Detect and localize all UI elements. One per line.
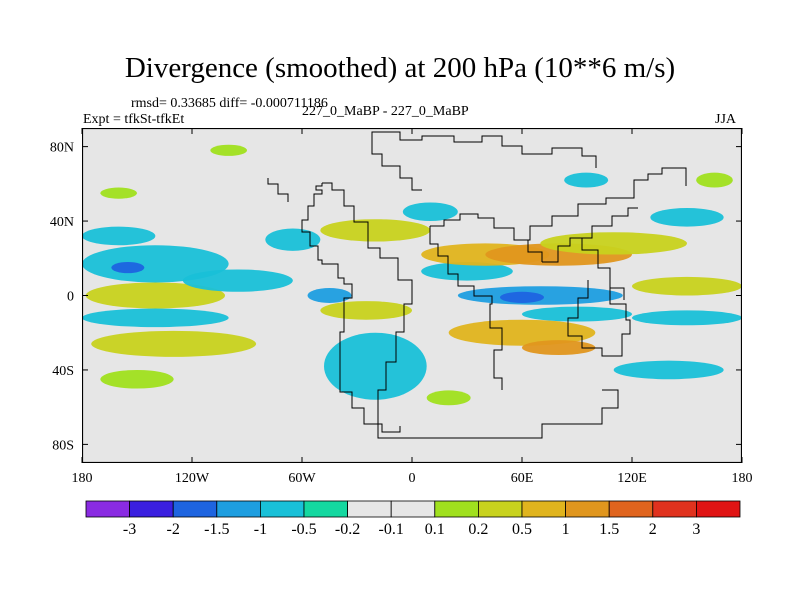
coastline-11	[567, 280, 623, 357]
region-north-pacific-cyan-40n	[650, 208, 724, 227]
colorbar-box	[434, 500, 479, 518]
colorbar-box	[216, 500, 261, 518]
colorbar-box	[652, 500, 697, 518]
chart-title: Divergence (smoothed) at 200 hPa (10**6 …	[124, 52, 676, 84]
colorbar-label: -3	[123, 521, 136, 538]
experiment-label: Expt = tfkSt-tfkEt	[83, 112, 185, 127]
colorbar-label: 0.5	[512, 521, 532, 538]
region-south-pacific-cyan-band	[82, 245, 229, 283]
region-pacific-green-45s	[100, 369, 174, 389]
y-tick-label: 40N	[50, 215, 74, 230]
colorbar-label: -1.5	[204, 521, 229, 538]
colorbar-label: 1.5	[599, 521, 619, 538]
coastline-4	[429, 226, 503, 390]
coastline-8	[582, 207, 638, 239]
region-west-pacific-yellow-5n	[632, 276, 742, 296]
map-svg	[81, 127, 743, 464]
region-pacific-cyan-40n	[82, 226, 156, 246]
coastline-1	[322, 182, 413, 418]
x-tick-label: 180	[732, 471, 753, 486]
region-atlantic-blue-0	[307, 288, 352, 303]
colorbar-label: 0.2	[468, 521, 488, 538]
coastline-2	[371, 140, 422, 191]
colorbar-box	[390, 500, 436, 518]
region-pacific-cyan-band-15s	[82, 308, 229, 328]
region-central-pacific-cyan	[182, 269, 293, 292]
coastline-10	[371, 131, 597, 168]
colorbar-box	[259, 500, 305, 518]
region-west-pacific-cyan-10s	[632, 310, 742, 326]
colorbar-label: 2	[649, 521, 657, 538]
y-tick-label: 0	[67, 290, 74, 305]
region-asia-yellow-30n	[540, 232, 687, 255]
colorbar-box	[521, 500, 566, 518]
coastline-13	[377, 389, 619, 439]
region-atlantic-cyan-large	[324, 332, 427, 400]
colorbar-box	[303, 500, 348, 518]
x-tick-label: 0	[409, 471, 416, 486]
comparison-label: 227_0_MaBP - 227_0_MaBP	[302, 104, 469, 119]
season-label: JJA	[715, 112, 737, 127]
coastline-3	[267, 178, 289, 202]
stats-text: rmsd= 0.33685 diff= -0.000711186	[131, 96, 328, 111]
region-america-cyan-30n	[265, 228, 321, 251]
colorbar-label: -0.2	[335, 521, 360, 538]
region-arctic-green-55n	[100, 187, 137, 199]
region-arctic-green-78n	[210, 144, 248, 156]
y-tick-label: 40S	[52, 364, 74, 379]
colorbar-label: 3	[692, 521, 700, 538]
region-north-pacific-green-60n	[696, 172, 733, 188]
region-australia-cyan-40s	[613, 360, 724, 380]
colorbar-box	[172, 500, 218, 518]
region-east-asia-cyan-60n	[564, 172, 609, 188]
x-tick-label: 120W	[175, 471, 210, 486]
region-europe-cyan-45n	[402, 202, 458, 222]
colorbar-box	[696, 500, 741, 518]
colorbar-box	[477, 500, 523, 518]
divergence-regions	[82, 144, 742, 406]
colorbar-box	[608, 500, 654, 518]
region-pacific-blue-core	[111, 262, 145, 274]
region-indian-cyan-10s	[522, 306, 632, 322]
colorbar-box	[565, 500, 610, 518]
y-tick-label: 80S	[52, 438, 74, 453]
colorbar-label: 0.1	[425, 521, 445, 538]
x-tick-label: 120E	[617, 471, 647, 486]
coastline-12	[609, 288, 631, 348]
x-tick-label: 60W	[288, 471, 316, 486]
x-tick-label: 180	[72, 471, 93, 486]
coastlines	[267, 131, 687, 439]
region-atlantic-yellow-5s	[320, 301, 412, 320]
region-indian-yellow-15s	[448, 319, 596, 346]
region-pacific-yellow-band-0	[85, 282, 225, 309]
colorbar-box	[347, 500, 392, 518]
y-tick-label: 80N	[50, 141, 74, 156]
colorbar-label: -1	[254, 521, 267, 538]
colorbar-label: -0.5	[291, 521, 316, 538]
region-south-atl-green-50s	[426, 390, 471, 406]
colorbar-box	[129, 500, 174, 518]
region-atlantic-yellow-35n	[320, 219, 431, 242]
coastline-9	[633, 167, 687, 190]
colorbar-label: -0.1	[379, 521, 404, 538]
colorbar-box	[85, 500, 130, 518]
region-indian-blue-core	[500, 291, 544, 303]
coastline-5	[430, 213, 543, 262]
x-tick-label: 60E	[511, 471, 534, 486]
region-pacific-yellow-band-30s	[91, 330, 257, 357]
map-plot	[81, 127, 743, 468]
coastline-6	[514, 190, 635, 241]
region-indian-orange-30s	[522, 340, 596, 356]
colorbar-label: 1	[562, 521, 570, 538]
region-africa-cyan-10n	[421, 262, 513, 281]
colorbar-label: -2	[167, 521, 180, 538]
coastline-0	[301, 183, 401, 433]
